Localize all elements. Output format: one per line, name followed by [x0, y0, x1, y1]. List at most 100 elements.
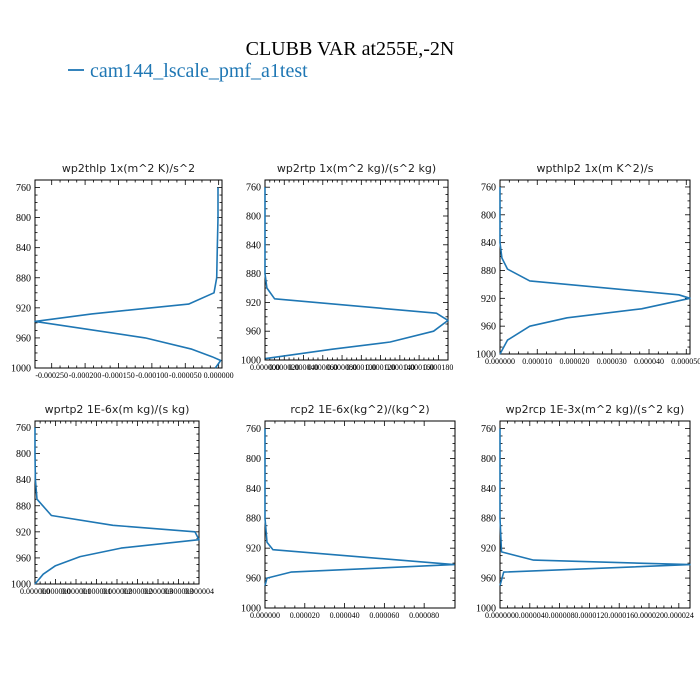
y-tick-label: 800 [246, 212, 261, 223]
y-tick-label: 880 [246, 269, 261, 280]
x-tick-label: 0.000000 [20, 587, 50, 596]
y-tick-label: 840 [16, 243, 31, 254]
x-tick-label: 0.000160 [404, 363, 434, 372]
plot-frame [34, 179, 223, 369]
y-tick-label: 840 [246, 484, 261, 495]
x-tick-label: 0.000000 [485, 357, 515, 366]
subplot-title: wp2thlp 1x(m^2 K)/s^2 [62, 162, 195, 175]
x-tick-label: 0.000002 [102, 587, 132, 596]
x-tick-label: 0.000016 [604, 611, 634, 620]
x-tick-label: 0.000040 [634, 357, 664, 366]
x-tick-label: -0.000150 [102, 371, 135, 380]
subplot-2: wp2rtp 1x(m^2 kg)/(s^2 kg) 760 800 840 880 92… [241, 162, 453, 372]
x-tick-label: 0.000000 [485, 611, 515, 620]
y-tick-label: 840 [16, 475, 31, 486]
x-tick-label: 0.000004 [515, 611, 545, 620]
y-tick-label: 760 [16, 423, 31, 434]
series-line [34, 187, 222, 369]
y-tick-label: 920 [246, 544, 261, 555]
subplot-3: wpthlp2 1x(m K^2)/s 760 800 840 880 920 960 100… [476, 162, 700, 366]
y-tick-label: 880 [246, 514, 261, 525]
x-tick-label: 0.000020 [560, 357, 590, 366]
y-tick-label: 840 [481, 484, 496, 495]
x-tick-label: 0.000000 [250, 363, 280, 372]
x-tick-label: 0.000024 [664, 611, 694, 620]
x-tick-label: 0.000003 [143, 587, 173, 596]
subplot-title: wpthlp2 1x(m K^2)/s [537, 162, 654, 175]
x-tick-label: -0.000100 [136, 371, 169, 380]
subplot-title: rcp2 1E-6x(kg^2)/(kg^2) [290, 403, 429, 416]
series-line [264, 187, 449, 360]
x-tick-label: 0.000012 [574, 611, 604, 620]
y-tick-label: 880 [481, 514, 496, 525]
subplot-4: wprtp2 1E-6x(m kg)/(s kg) 760 800 840 880 920… [11, 403, 214, 596]
x-tick-label: 0.000100 [346, 363, 376, 372]
y-tick-label: 960 [246, 327, 261, 338]
x-tick-label: 0.000060 [369, 611, 399, 620]
x-tick-label: 0.000008 [545, 611, 575, 620]
y-tick-label: 920 [16, 527, 31, 538]
x-tick-label: 0.000040 [330, 611, 360, 620]
x-tick-label: 0.000140 [385, 363, 415, 372]
x-tick-label: 0.000080 [327, 363, 357, 372]
x-tick-label: 0.000030 [597, 357, 627, 366]
x-tick-label: 0.000060 [308, 363, 338, 372]
x-tick-label: 0.000010 [522, 357, 552, 366]
x-tick-label: 0.000040 [289, 363, 319, 372]
y-tick-label: 920 [481, 544, 496, 555]
y-tick-label: 920 [246, 298, 261, 309]
x-tick-label: 0.000000 [204, 371, 234, 380]
x-tick-label: 0.000080 [409, 611, 439, 620]
subplot-title: wp2rcp 1E-3x(m^2 kg)/(s^2 kg) [506, 403, 685, 416]
x-tick-label: 0.000000 [250, 611, 280, 620]
subplot-title: wp2rtp 1x(m^2 kg)/(s^2 kg) [277, 162, 436, 175]
y-tick-label: 1000 [241, 604, 261, 615]
subplot-grid: wp2thlp 1x(m^2 K)/s^2 760 800 840 880 920 960 1… [11, 162, 700, 620]
y-tick-label: 880 [16, 501, 31, 512]
y-tick-label: 760 [246, 183, 261, 194]
x-tick-label: 0.000180 [423, 363, 453, 372]
series-line [499, 187, 691, 355]
x-tick-label: 0.000050 [671, 357, 700, 366]
plot-frame [499, 179, 691, 355]
y-tick-label: 800 [481, 454, 496, 465]
y-tick-label: 1000 [241, 356, 261, 367]
y-tick-label: 840 [481, 238, 496, 249]
series-line [34, 427, 200, 585]
plot-frame [499, 420, 691, 609]
y-tick-label: 960 [16, 333, 31, 344]
y-tick-label: 1000 [11, 580, 31, 591]
y-tick-label: 960 [481, 322, 496, 333]
y-tick-label: 880 [481, 266, 496, 277]
y-tick-label: 840 [246, 240, 261, 251]
series-line [499, 428, 691, 586]
x-tick-label: 0.000001 [82, 587, 112, 596]
y-tick-label: 760 [481, 182, 496, 193]
plot-frame [264, 179, 449, 361]
y-tick-label: 960 [16, 553, 31, 564]
legend-label: cam144_lscale_pmf_a1test [90, 60, 308, 82]
x-tick-label: -0.000250 [35, 371, 68, 380]
subplot-6: wp2rcp 1E-3x(m^2 kg)/(s^2 kg) 760 800 840 88… [476, 403, 694, 620]
x-tick-label: -0.000200 [69, 371, 102, 380]
x-tick-label: -0.000050 [169, 371, 202, 380]
x-tick-label: 0.000002 [123, 587, 153, 596]
x-tick-label: 0.000020 [634, 611, 664, 620]
x-tick-label: 0.000000 [41, 587, 71, 596]
y-tick-label: 920 [481, 294, 496, 305]
y-tick-label: 800 [16, 213, 31, 224]
subplot-1: wp2thlp 1x(m^2 K)/s^2 760 800 840 880 920 960 1… [11, 162, 234, 380]
y-tick-label: 800 [16, 449, 31, 460]
y-tick-label: 920 [16, 303, 31, 314]
plot-frame [34, 420, 200, 585]
y-tick-label: 800 [481, 210, 496, 221]
x-tick-label: 0.000001 [61, 587, 91, 596]
subplot-title: wprtp2 1E-6x(m kg)/(s kg) [45, 403, 190, 416]
y-tick-label: 1000 [11, 364, 31, 375]
y-tick-label: 960 [246, 574, 261, 585]
y-tick-label: 760 [246, 424, 261, 435]
figure-title: CLUBB VAR at255E,-2N [246, 38, 455, 60]
x-tick-label: 0.000120 [366, 363, 396, 372]
x-tick-label: 0.000004 [184, 587, 214, 596]
